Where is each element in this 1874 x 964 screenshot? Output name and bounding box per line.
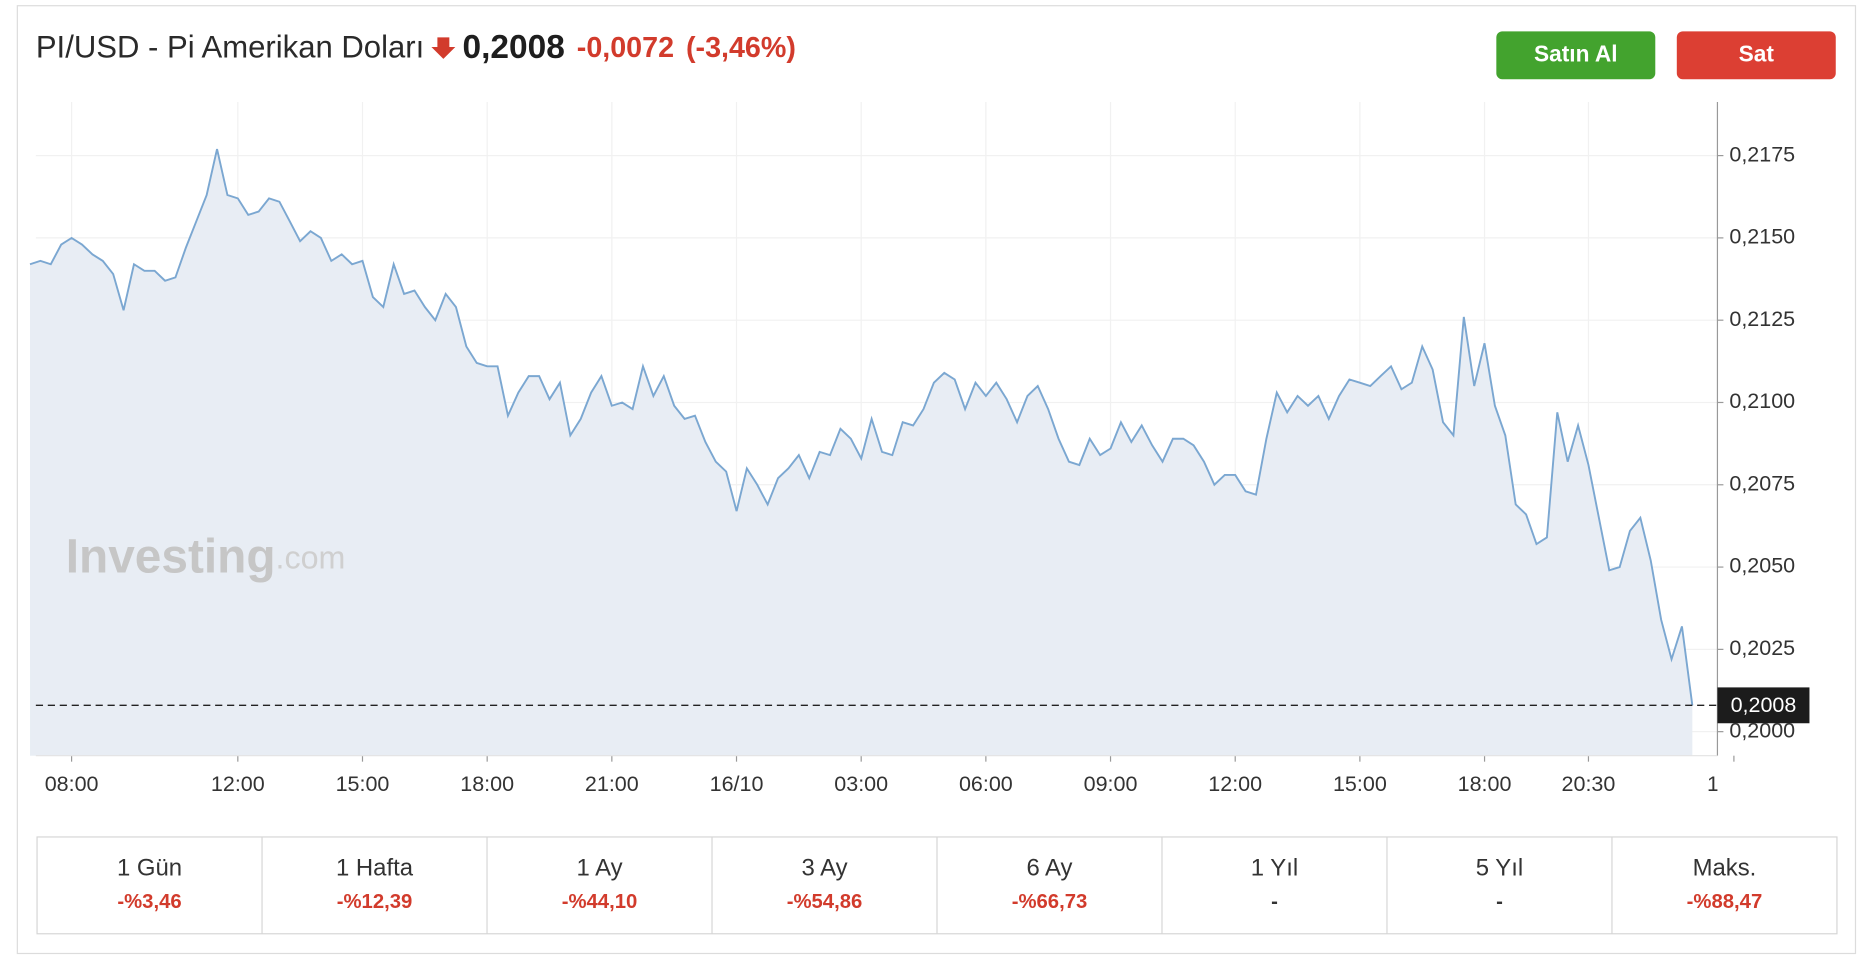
- sell-button[interactable]: Sat: [1676, 31, 1836, 80]
- last-price-label: 0,2008: [1731, 693, 1797, 717]
- change-percent: (-3,46%): [686, 32, 796, 64]
- performance-table: 1 Gün -%3,46 1 Hafta -%12,39 1 Ay -%44,10 3 Ay…: [36, 836, 1838, 935]
- watermark-brand: Investing: [66, 530, 276, 583]
- period-change: -%44,10: [562, 891, 638, 913]
- y-tick-label: 0,2100: [1729, 389, 1795, 413]
- pair-name: PI/USD - Pi Amerikan Doları: [36, 30, 424, 65]
- x-tick-labels: 08:00 12:00 15:00 18:00 21:00 16/10 03:00 06:00…: [45, 772, 1761, 796]
- buy-button-bg[interactable]: [1496, 31, 1656, 80]
- period: 1 Gün: [117, 855, 182, 882]
- period: 1 Yıl: [1251, 855, 1298, 882]
- period-change: -%3,46: [117, 891, 181, 913]
- y-tick-label: 0,2050: [1729, 554, 1795, 578]
- header: PI/USD - Pi Amerikan Doları 0,2008 -0,00…: [36, 29, 796, 66]
- x-tick-label: 12:00: [211, 772, 265, 796]
- price: 0,2008: [462, 29, 564, 66]
- period-change: -%12,39: [337, 891, 413, 913]
- period: 5 Yıl: [1476, 855, 1523, 882]
- period: 1 Hafta: [336, 855, 414, 882]
- watermark-suffix: .com: [276, 539, 346, 575]
- area: [29, 149, 1693, 756]
- x-tick-label: 15:00: [1333, 772, 1387, 796]
- x-tick-label: 09:00: [1084, 772, 1138, 796]
- period-change: -%88,47: [1687, 891, 1763, 913]
- chart: 0,20000,20250,20500,20750,21000,21250,21…: [29, 101, 1810, 796]
- x-tick-label: 17/10: [1707, 772, 1761, 796]
- x-tick-label: 15:00: [336, 772, 390, 796]
- y-tick-label: 0,2150: [1729, 225, 1795, 249]
- sell-button-bg[interactable]: [1676, 31, 1836, 80]
- period-change: -%66,73: [1012, 891, 1088, 913]
- period: 6 Ay: [1026, 855, 1072, 882]
- y-tick-label: 0,2075: [1729, 471, 1795, 495]
- buy-label[interactable]: Satın Al: [1534, 40, 1618, 66]
- period: 3 Ay: [801, 855, 847, 882]
- period: Maks.: [1693, 855, 1757, 882]
- sell-label[interactable]: Sat: [1739, 40, 1775, 66]
- x-tick-label: 18:00: [460, 772, 514, 796]
- x-tick-label: 12:00: [1208, 772, 1262, 796]
- down-arrow: [431, 37, 456, 59]
- x-tick-label: 03:00: [834, 772, 888, 796]
- line: [29, 148, 1694, 706]
- period-change: -: [1271, 891, 1278, 913]
- watermark: Investing.com: [66, 530, 346, 583]
- x-tick-label: 21:00: [585, 772, 639, 796]
- buy-button[interactable]: Satın Al: [1496, 31, 1656, 80]
- last-price-tag: [1717, 687, 1810, 724]
- y-tick-label: 0,2025: [1729, 636, 1795, 660]
- x-tick-label: 20:30: [1562, 772, 1616, 796]
- x-tick-label: 08:00: [45, 772, 99, 796]
- change: -0,0072: [577, 32, 674, 64]
- y-tick-label: 0,2125: [1729, 307, 1795, 331]
- period-change: -%54,86: [787, 891, 863, 913]
- x-tick-label: 18:00: [1458, 772, 1512, 796]
- x-tick-label: 06:00: [959, 772, 1013, 796]
- period-change: -: [1496, 891, 1503, 913]
- period: 1 Ay: [576, 855, 622, 882]
- y-tick-label: 0,2175: [1729, 142, 1795, 166]
- x-tick-label: 16/10: [710, 772, 764, 796]
